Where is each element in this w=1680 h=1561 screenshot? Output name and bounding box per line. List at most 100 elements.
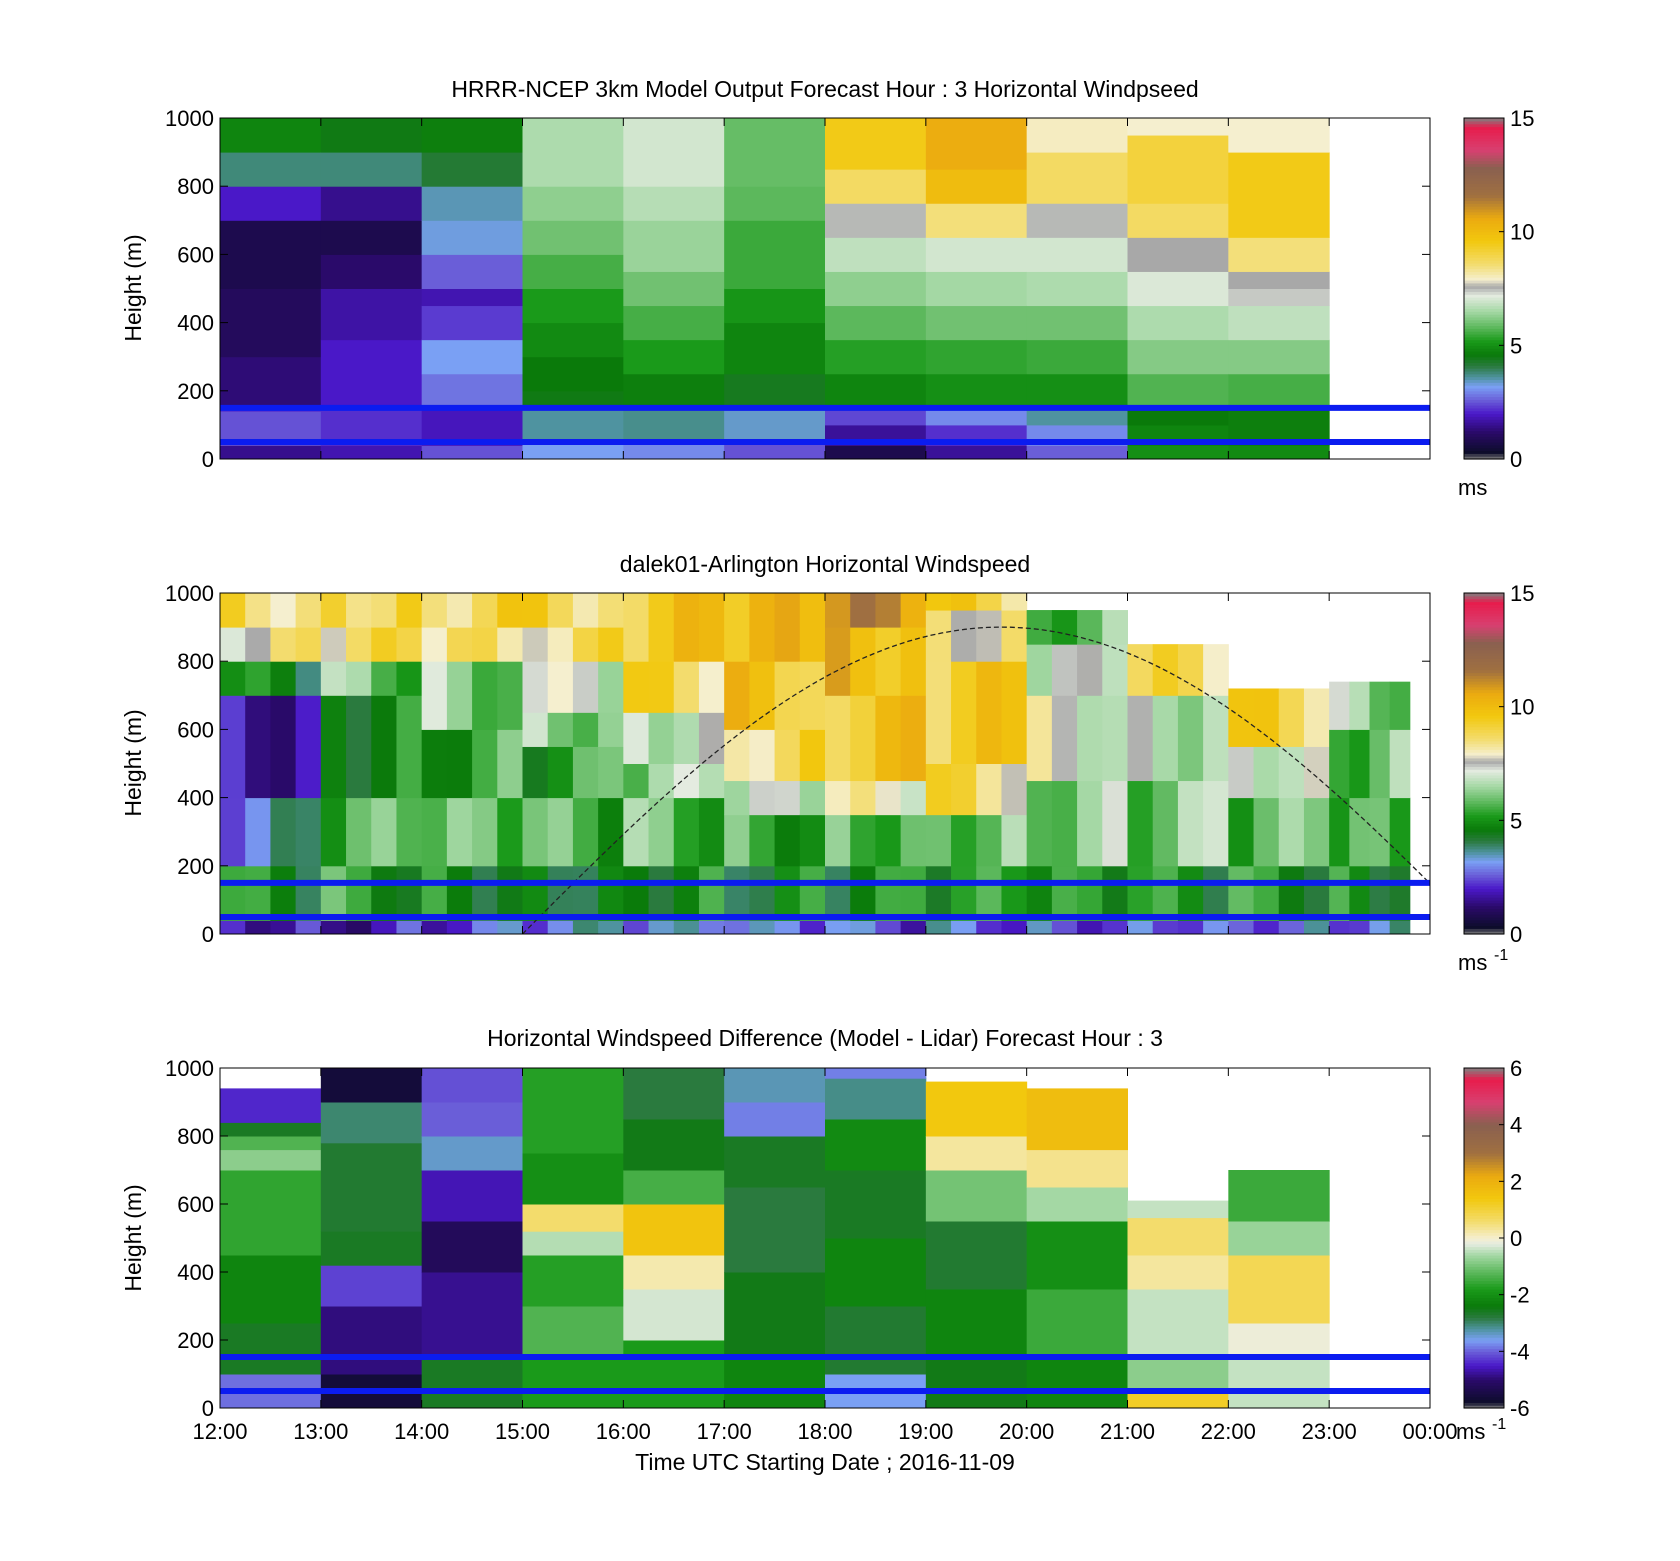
colorbar-step [1464,1158,1504,1163]
heat-cell [572,865,599,921]
heat-cell [1177,695,1204,782]
heat-cell [698,661,725,713]
colorbar-step [1464,1076,1504,1080]
colorbar-step [1464,1368,1504,1372]
colorbar-step [1464,746,1504,750]
heat-cell [698,763,725,799]
colorbar-step [1464,1144,1504,1148]
heat-cell [1177,780,1204,867]
heat-cell [295,797,322,867]
colorbar-tick-label: -2 [1510,1283,1530,1308]
colorbar-step [1464,1110,1504,1114]
heat-cell [825,695,851,782]
colorbar-step [1464,1079,1504,1083]
heat-cell [421,1136,523,1171]
heat-cell [598,920,624,934]
heat-cell [320,1265,423,1307]
colorbar-step [1464,857,1504,861]
colorbar-step [1464,1090,1504,1095]
colorbar-step [1464,1376,1504,1381]
heat-cell [825,339,927,375]
y-tick-label: 600 [177,1192,214,1217]
colorbar-step [1464,208,1504,213]
colorbar-step [1464,1257,1504,1262]
colorbar-step [1464,271,1504,275]
heat-cell [1228,152,1330,238]
colorbar-step [1464,328,1504,332]
heat-cell [1026,1149,1128,1188]
colorbar-step [1464,180,1504,184]
heat-cell [774,661,801,730]
colorbar-step [1464,251,1504,255]
colorbar-step [1464,254,1504,258]
colorbar-step [1464,712,1504,716]
heat-cell [1127,118,1229,136]
heat-cell [220,920,246,934]
heat-cell [1253,797,1280,867]
heat-cell [1228,797,1255,867]
colorbar-step [1464,737,1504,742]
heat-cell [472,865,498,921]
heat-cell [1228,1221,1330,1256]
colorbar-step [1464,1116,1504,1120]
heat-cell [774,593,801,662]
heat-cell [1026,610,1053,645]
heat-cell [1278,865,1305,921]
colorbar-step [1464,433,1504,437]
colorbar-unit: ms [1456,1419,1485,1444]
heat-cell [421,305,523,341]
panel-difference-title: Horizontal Windspeed Difference (Model -… [487,1025,1163,1051]
colorbar-step [1464,1102,1504,1106]
colorbar-step [1464,211,1504,216]
heat-cell [925,1221,1028,1290]
heat-cell [724,661,750,730]
colorbar-step [1464,672,1504,677]
colorbar-step [1464,1252,1504,1256]
heat-cell [220,220,322,289]
colorbar-step [1464,763,1504,767]
heat-cell [825,920,851,934]
colorbar-step [1464,240,1504,244]
colorbar-step [1464,865,1504,870]
x-tick-label: 21:00 [1100,1419,1155,1444]
colorbar-step [1464,1184,1504,1188]
colorbar-step [1464,686,1504,691]
heat-cell [825,627,851,696]
colorbar-step [1464,916,1504,921]
colorbar-step [1464,348,1504,352]
heat-cell [1051,865,1078,921]
heat-cell [825,271,927,307]
colorbar-step [1464,416,1504,420]
heat-cell [799,814,826,867]
colorbar-step [1464,422,1504,426]
colorbar-step [1464,1351,1504,1355]
heat-cell [875,780,902,816]
colorbar-step [1464,700,1504,705]
heat-cell [1026,373,1128,409]
colorbar-step [1464,868,1504,873]
heat-cell [976,661,1002,764]
colorbar-step [1464,237,1504,241]
heat-cell [522,1204,624,1232]
colorbar-step [1464,297,1504,301]
colorbar-step [1464,342,1504,346]
heat-cell [623,763,650,799]
heat-cell [623,407,725,440]
colorbar-step [1464,399,1504,403]
heat-cell [371,920,397,934]
heat-cell [724,186,826,221]
heat-cell [925,445,1028,459]
heat-cell [875,920,902,934]
heat-cell [396,593,423,628]
heat-cell [1051,610,1078,645]
colorbar-step [1464,612,1504,617]
heat-cell [724,593,750,662]
heat-cell [648,763,675,799]
heat-cell [749,729,776,782]
heat-cell [623,220,725,272]
colorbar-step [1464,194,1504,199]
colorbar-step [1464,163,1504,167]
heat-cell [421,661,448,730]
heat-cell [1001,763,1028,816]
heat-cell [825,1306,927,1375]
